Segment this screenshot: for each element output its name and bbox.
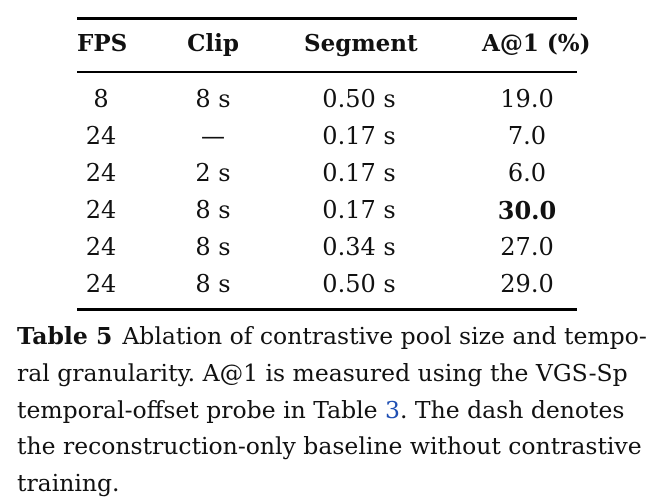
cell-segment: 0.50 s (322, 85, 396, 113)
cell-clip: 8 s (195, 233, 231, 261)
table-row: 24 8 s 0.17 s 30.0 (77, 196, 577, 232)
table-row: 24 2 s 0.17 s 6.0 (77, 159, 577, 195)
cell-segment: 0.50 s (322, 270, 396, 298)
caption-line: training. (17, 469, 120, 498)
cell-segment: 0.17 s (322, 122, 396, 150)
table-top-rule (77, 17, 577, 20)
caption-line: temporal-offset probe in Table 3. The da… (17, 392, 647, 429)
header-fps: FPS (77, 30, 128, 57)
cell-accuracy: 6.0 (507, 159, 547, 187)
cell-fps: 24 (85, 270, 117, 298)
cell-accuracy: 27.0 (500, 233, 554, 261)
header-segment: Segment (304, 30, 418, 57)
header-clip: Clip (187, 30, 239, 57)
table-bottom-rule (77, 308, 577, 311)
cell-clip: 8 s (195, 196, 231, 224)
cell-fps: 24 (85, 159, 117, 187)
cell-fps: 24 (85, 196, 117, 224)
table-row: 24 8 s 0.50 s 29.0 (77, 270, 577, 306)
cell-clip: — (201, 122, 225, 150)
caption-line: Table 5 Ablation of contrastive pool size… (17, 318, 647, 355)
caption-text: temporal-offset probe in Table (17, 395, 386, 424)
cell-segment: 0.34 s (322, 233, 396, 261)
table-row: 8 8 s 0.50 s 19.0 (77, 85, 577, 121)
cell-segment: 0.17 s (322, 159, 396, 187)
caption-text: . The dash denotes (399, 395, 625, 424)
header-accuracy: A@1 (%) (482, 30, 591, 57)
caption-text: Ablation of contrastive pool size and te… (122, 322, 647, 350)
cell-accuracy-best: 30.0 (497, 196, 557, 225)
table-header-rule (77, 71, 577, 73)
cell-fps: 24 (85, 122, 117, 150)
cell-fps: 24 (85, 233, 117, 261)
cell-segment: 0.17 s (322, 196, 396, 224)
cell-fps: 8 (93, 85, 109, 113)
cell-accuracy: 29.0 (500, 270, 554, 298)
table-reference-link[interactable]: 3 (385, 395, 400, 424)
table-row: 24 — 0.17 s 7.0 (77, 122, 577, 158)
cell-accuracy: 19.0 (500, 85, 554, 113)
table-caption: Table 5 Ablation of contrastive pool size… (17, 318, 647, 502)
caption-line: the reconstruction-only baseline without… (17, 432, 642, 461)
cell-clip: 2 s (195, 159, 231, 187)
cell-clip: 8 s (195, 270, 231, 298)
cell-accuracy: 7.0 (507, 122, 547, 150)
table-row: 24 8 s 0.34 s 27.0 (77, 233, 577, 269)
caption-line: ral granularity. A@1 is measured using t… (17, 358, 628, 387)
caption-label: Table 5 (17, 322, 113, 350)
cell-clip: 8 s (195, 85, 231, 113)
